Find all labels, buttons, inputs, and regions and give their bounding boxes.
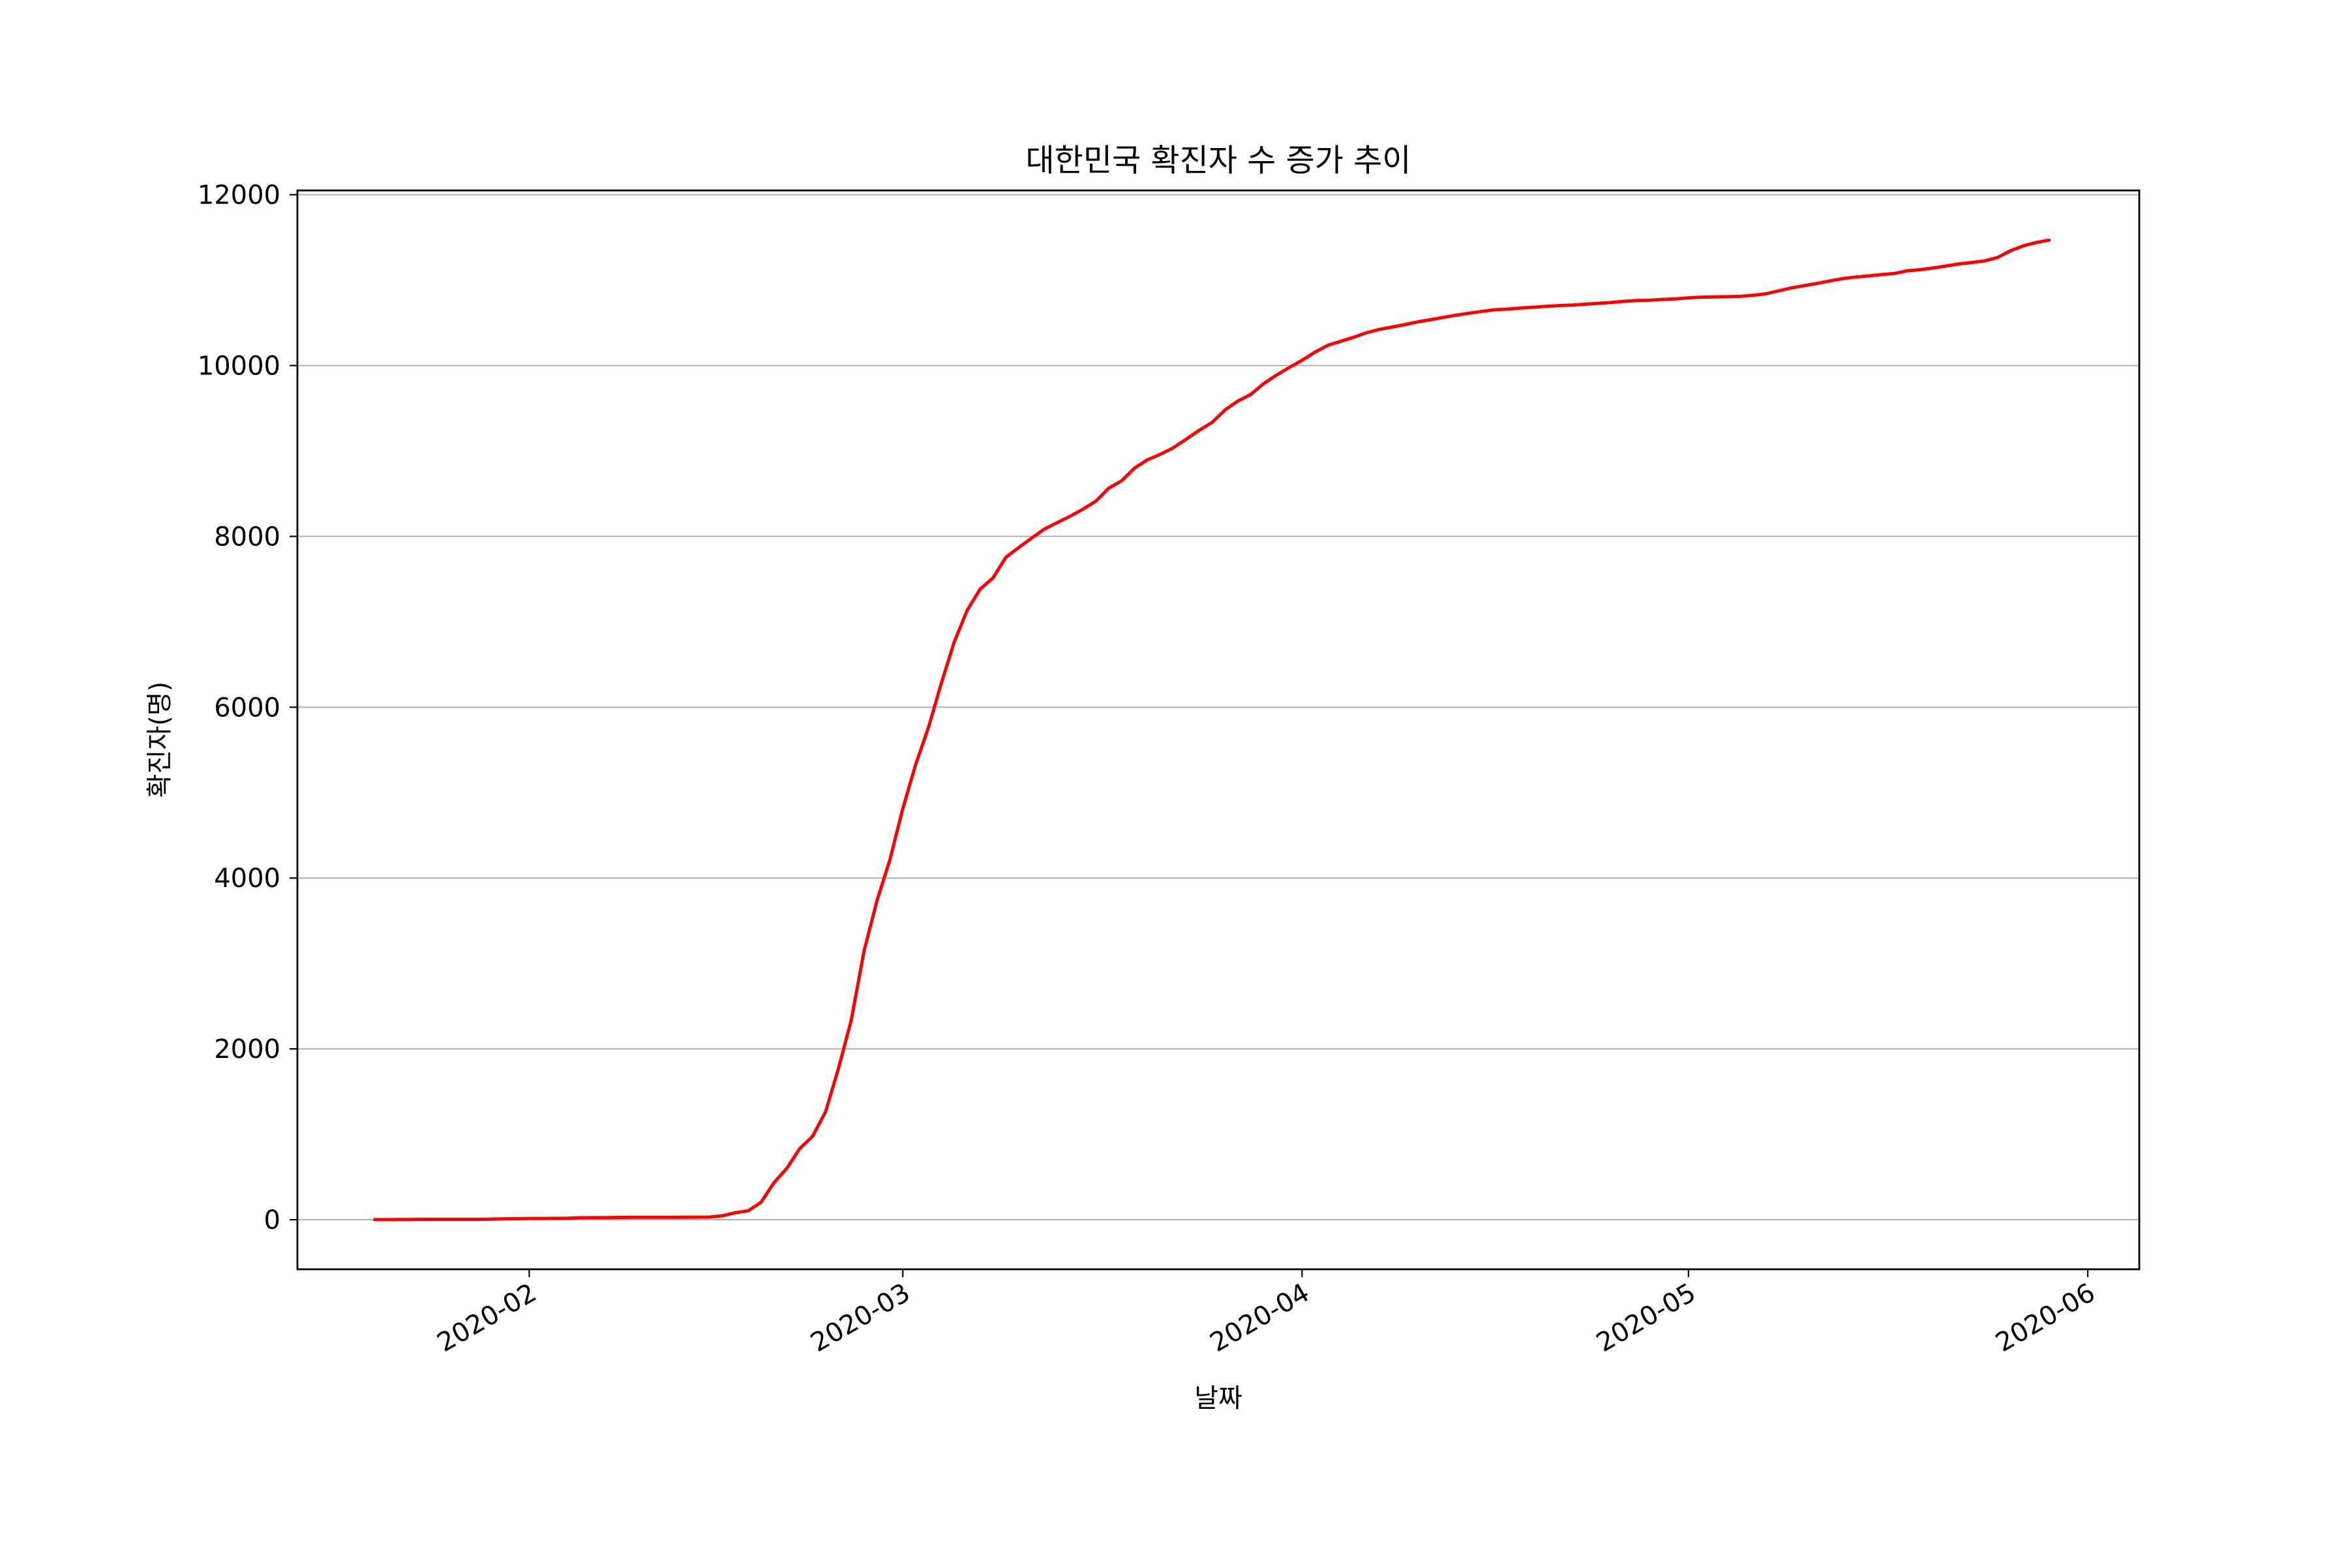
y-axis-label: 확진자(명) xyxy=(145,682,175,798)
x-axis-label: 날짜 xyxy=(1194,1383,1242,1413)
y-gridlines xyxy=(297,194,2139,1221)
series-line xyxy=(373,238,2051,1222)
y-tick-label: 6000 xyxy=(214,693,280,723)
y-tick-label: 2000 xyxy=(214,1034,280,1064)
series-layer xyxy=(373,238,2051,1222)
y-tick-label: 4000 xyxy=(214,864,280,894)
y-tick-label: 8000 xyxy=(214,522,280,552)
y-tick-label: 10000 xyxy=(198,351,280,381)
y-tick-label: 0 xyxy=(264,1205,280,1235)
plot-area-frame xyxy=(296,189,2141,1271)
chart-title: 대한민국 확진자 수 증가 추이 xyxy=(1026,142,1411,179)
y-axis: 0 2000 4000 6000 8000 10000 12000 xyxy=(198,181,297,1235)
y-tick-label: 12000 xyxy=(198,181,280,211)
